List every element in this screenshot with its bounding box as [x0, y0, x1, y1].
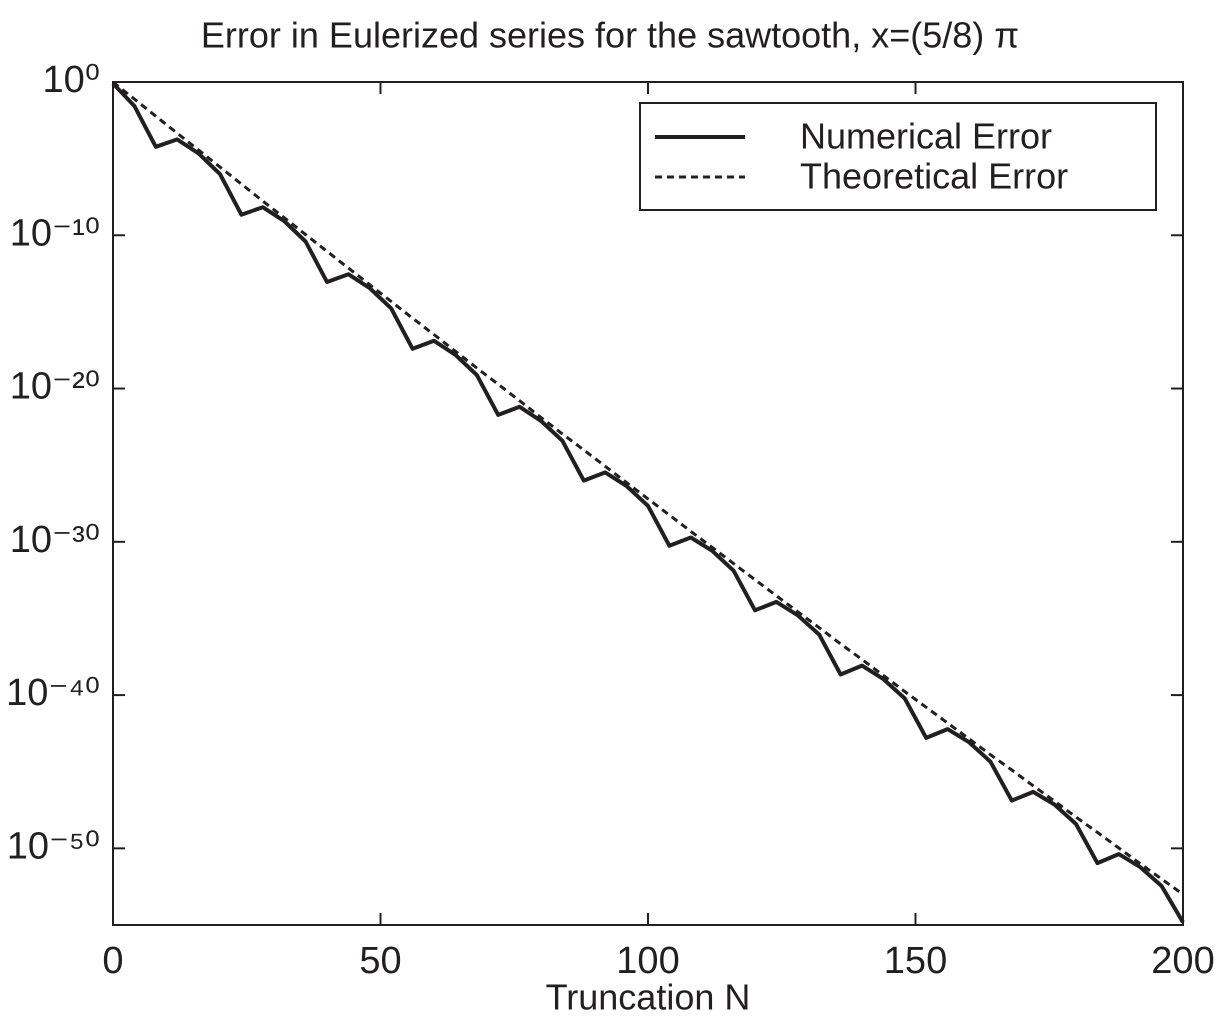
y-tick-label: 10⁻¹⁰: [10, 212, 100, 254]
y-tick-label: 10⁻³⁰: [10, 519, 100, 561]
x-tick-label: 200: [1151, 940, 1214, 982]
y-tick-label: 10⁻²⁰: [10, 366, 100, 408]
x-tick-label: 50: [359, 940, 401, 982]
y-tick-label: 10⁻⁵⁰: [7, 825, 100, 867]
y-tick-label: 10⁻⁴⁰: [6, 672, 100, 714]
y-tick-label: 10⁰: [42, 59, 100, 101]
legend-label: Numerical Error: [800, 116, 1052, 157]
x-tick-label: 0: [102, 940, 123, 982]
x-tick-label: 100: [616, 940, 679, 982]
legend-box: [639, 102, 1157, 211]
chart-title: Error in Eulerized series for the sawtoo…: [201, 15, 1019, 56]
series-line: [112, 80, 1184, 896]
x-axis-label: Truncation N: [546, 977, 751, 1018]
series-line: [111, 82, 1185, 924]
x-tick-label: 150: [884, 940, 947, 982]
legend-label: Theoretical Error: [800, 156, 1068, 197]
